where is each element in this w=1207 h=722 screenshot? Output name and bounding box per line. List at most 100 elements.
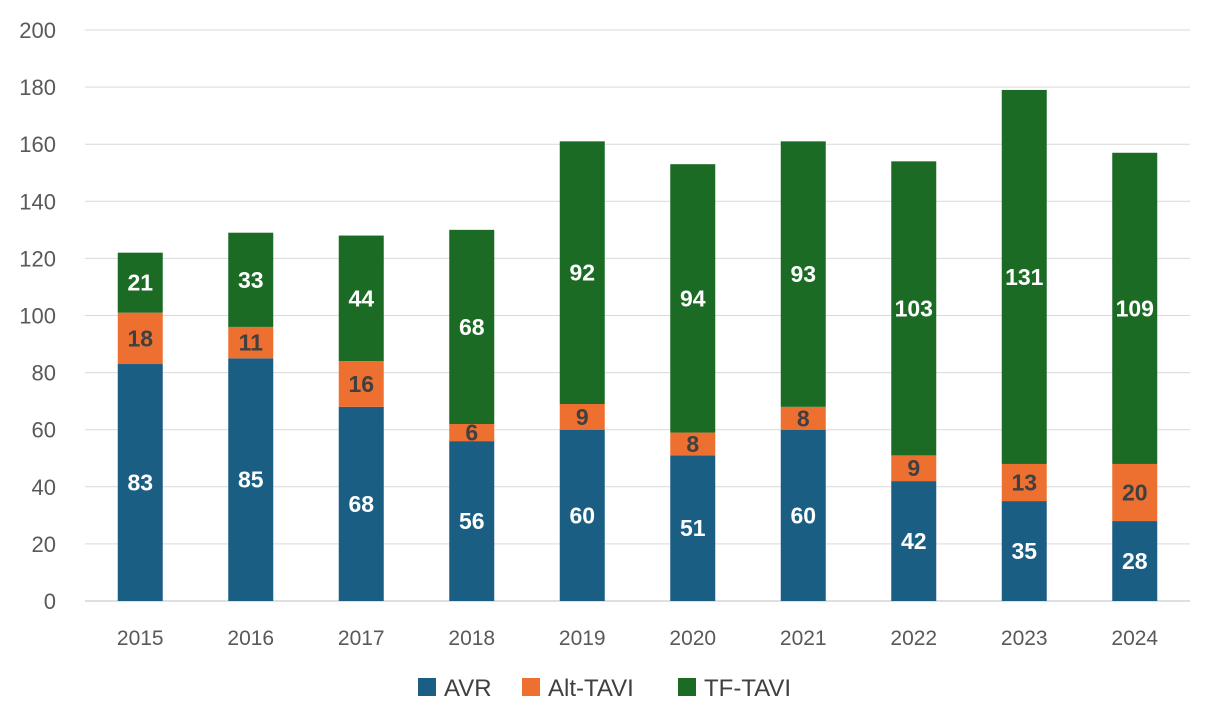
bar-segment-alt-tavi bbox=[559, 404, 605, 430]
bar-segment-alt-tavi bbox=[228, 326, 274, 359]
bar-segment-tf-tavi bbox=[891, 161, 937, 456]
x-tick-label: 2021 bbox=[780, 627, 827, 650]
y-tick-label: 180 bbox=[19, 75, 56, 100]
bar-stack-2019: 60 9 92 bbox=[559, 141, 605, 601]
bar-stack-2021: 60 8 93 bbox=[780, 141, 826, 601]
data-label: 103 bbox=[895, 295, 933, 321]
bar-segment-avr bbox=[449, 441, 495, 601]
x-tick-label: 2020 bbox=[669, 627, 716, 650]
legend-swatch bbox=[418, 678, 436, 696]
data-label: 68 bbox=[459, 314, 485, 340]
bar-segment-avr bbox=[559, 429, 605, 601]
data-label: 60 bbox=[790, 502, 816, 528]
data-label: 42 bbox=[901, 528, 927, 554]
bar-stack-2015: 83 18 21 bbox=[117, 252, 163, 601]
data-label: 85 bbox=[238, 467, 264, 493]
data-label: 13 bbox=[1011, 470, 1037, 496]
x-tick-label: 2015 bbox=[117, 627, 164, 650]
y-tick-label: 40 bbox=[32, 475, 56, 500]
y-tick-label: 20 bbox=[32, 532, 56, 557]
data-label: 44 bbox=[348, 285, 374, 311]
legend-label: TF-TAVI bbox=[704, 675, 791, 702]
bar-segment-tf-tavi bbox=[1001, 89, 1047, 464]
data-label: 56 bbox=[459, 508, 485, 534]
y-tick-label: 200 bbox=[19, 18, 56, 43]
y-tick-label: 100 bbox=[19, 304, 56, 329]
bar-segment-alt-tavi bbox=[338, 361, 384, 407]
y-tick-label: 140 bbox=[19, 189, 56, 214]
data-label: 21 bbox=[127, 270, 153, 296]
data-label: 16 bbox=[348, 371, 374, 397]
bar-segment-avr bbox=[117, 364, 163, 601]
legend-item-alt-tavi: Alt-TAVI bbox=[522, 675, 634, 702]
data-label: 60 bbox=[569, 502, 595, 528]
y-tick-label: 0 bbox=[44, 589, 56, 614]
x-tick-label: 2016 bbox=[227, 627, 274, 650]
x-axis: 2015 2016 2017 2018 2019 2020 2021 2022 2023 2024 bbox=[117, 627, 1159, 650]
bar-segment-alt-tavi bbox=[1112, 463, 1158, 522]
bar-segment-avr bbox=[780, 429, 826, 601]
y-tick-label: 60 bbox=[32, 418, 56, 443]
data-label: 6 bbox=[465, 420, 478, 446]
x-tick-label: 2017 bbox=[338, 627, 385, 650]
legend-item-tf-tavi: TF-TAVI bbox=[678, 675, 791, 702]
x-tick-label: 2023 bbox=[1001, 627, 1048, 650]
bar-segment-alt-tavi bbox=[449, 423, 495, 442]
bar-segment-alt-tavi bbox=[117, 312, 163, 365]
bar-segment-avr bbox=[228, 358, 274, 601]
data-label: 83 bbox=[127, 470, 153, 496]
data-label: 131 bbox=[1005, 264, 1044, 290]
bar-segment-alt-tavi bbox=[891, 455, 937, 482]
data-label: 20 bbox=[1122, 480, 1148, 506]
data-label: 35 bbox=[1011, 538, 1037, 564]
bar-segment-tf-tavi bbox=[338, 235, 384, 362]
data-label: 109 bbox=[1116, 295, 1154, 321]
x-tick-label: 2022 bbox=[890, 627, 937, 650]
data-label: 28 bbox=[1122, 548, 1148, 574]
bar-segment-avr bbox=[338, 406, 384, 601]
bar-segment-tf-tavi bbox=[228, 232, 274, 327]
data-label: 18 bbox=[127, 325, 153, 351]
data-label: 11 bbox=[239, 330, 264, 356]
bar-segment-tf-tavi bbox=[117, 252, 163, 313]
bar-segment-tf-tavi bbox=[670, 164, 716, 433]
bar-segment-alt-tavi bbox=[780, 406, 826, 430]
bars: 83 18 21 85 11 33 68 16 44 56 6 68 60 9 92 51 8 94 60 8 93 42… bbox=[117, 89, 1158, 601]
y-tick-label: 80 bbox=[32, 361, 56, 386]
x-tick-label: 2024 bbox=[1111, 627, 1158, 650]
legend-swatch bbox=[522, 678, 540, 696]
x-tick-label: 2018 bbox=[448, 627, 495, 650]
y-axis: 0 20 40 60 80 100 120 140 160 180 200 bbox=[19, 18, 56, 614]
legend-label: AVR bbox=[444, 675, 492, 702]
bar-segment-alt-tavi bbox=[670, 432, 716, 456]
bar-segment-tf-tavi bbox=[780, 141, 826, 407]
bar-stack-2018: 56 6 68 bbox=[449, 229, 495, 601]
legend-item-avr: AVR bbox=[418, 675, 492, 702]
y-tick-label: 160 bbox=[19, 132, 56, 157]
x-tick-label: 2019 bbox=[559, 627, 606, 650]
bar-stack-2023: 35 13 131 bbox=[1001, 89, 1047, 601]
bar-segment-avr bbox=[1001, 501, 1047, 601]
bar-stack-2024: 28 20 109 bbox=[1112, 152, 1158, 601]
bar-stack-2022: 42 9 103 bbox=[891, 161, 937, 601]
data-label: 8 bbox=[797, 405, 810, 431]
bar-segment-tf-tavi bbox=[449, 229, 495, 424]
data-label: 94 bbox=[680, 285, 706, 311]
data-label: 9 bbox=[576, 404, 589, 430]
bar-segment-alt-tavi bbox=[1001, 463, 1047, 502]
bar-segment-avr bbox=[670, 455, 716, 601]
data-label: 92 bbox=[569, 260, 595, 286]
bar-segment-tf-tavi bbox=[559, 141, 605, 405]
bar-segment-tf-tavi bbox=[1112, 152, 1158, 464]
data-label: 8 bbox=[686, 431, 699, 457]
bar-segment-avr bbox=[1112, 521, 1158, 601]
bar-stack-2016: 85 11 33 bbox=[228, 232, 274, 601]
data-label: 33 bbox=[238, 267, 264, 293]
bar-stack-2017: 68 16 44 bbox=[338, 235, 384, 601]
bar-stack-2020: 51 8 94 bbox=[670, 164, 716, 601]
data-label: 9 bbox=[907, 455, 920, 481]
data-label: 68 bbox=[348, 491, 374, 517]
data-label: 51 bbox=[680, 515, 706, 541]
y-tick-label: 120 bbox=[19, 246, 56, 271]
